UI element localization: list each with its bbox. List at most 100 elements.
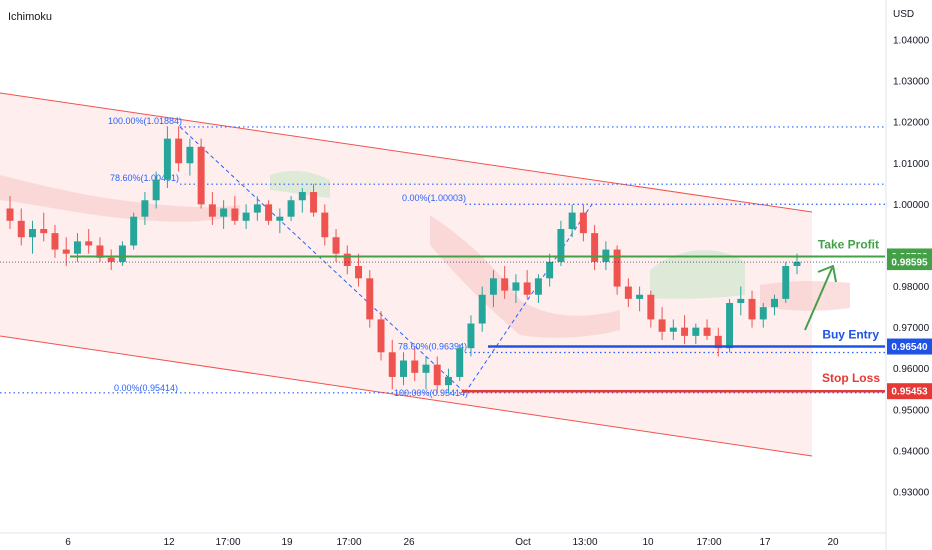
candle-body <box>512 282 520 291</box>
candle <box>647 290 655 328</box>
candle-body <box>276 216 284 221</box>
candle-body <box>400 360 407 377</box>
candle-body <box>759 307 767 320</box>
x-tick-label: Oct <box>515 537 531 548</box>
x-tick-label: 13:00 <box>572 537 597 548</box>
fibonacci-layer: 100.00%(1.01884) 78.60%(1.00491) 0.00%(1.0… <box>0 116 885 398</box>
candle-body <box>669 327 677 332</box>
fib-level-label: 78.60%(0.96394) <box>398 342 467 352</box>
current-price-tag-bg <box>887 254 932 271</box>
ichimoku-cloud-red <box>0 175 240 222</box>
candle-body <box>692 327 700 336</box>
fib-level-label: 0.00%(1.00003) <box>402 193 466 203</box>
candle <box>489 270 497 308</box>
candle-body <box>96 245 104 258</box>
candle <box>782 261 790 303</box>
fib-trend-line-up <box>464 203 593 394</box>
candle-body <box>332 237 340 254</box>
candle-body <box>355 266 363 279</box>
candle-body <box>85 241 93 246</box>
candle-body <box>343 253 351 266</box>
candle <box>298 187 306 213</box>
candles-layer <box>6 126 801 394</box>
candle <box>726 298 734 353</box>
y-tick-label: 1.01000 <box>893 159 930 170</box>
candle-body <box>51 233 59 250</box>
candle-body <box>782 266 790 299</box>
candle-body <box>366 278 374 320</box>
buy-entry-tag-bg <box>887 338 932 355</box>
candle <box>231 196 239 225</box>
levels-layer: Take Profit Buy Entry Stop Loss <box>0 237 885 393</box>
candle-body <box>726 302 734 349</box>
candle-body <box>118 245 126 262</box>
candle <box>501 266 509 299</box>
candle-body <box>546 261 554 279</box>
candle <box>388 339 396 390</box>
candle-body <box>444 376 452 386</box>
candle <box>253 196 261 221</box>
x-tick-label: 12 <box>163 537 175 548</box>
take-profit-label: Take Profit <box>818 237 879 251</box>
candle <box>366 270 374 328</box>
candle-body <box>6 208 14 221</box>
y-tick-label: 0.95000 <box>893 405 930 416</box>
candle <box>467 315 475 357</box>
candle <box>737 286 745 316</box>
candle-body <box>793 261 801 266</box>
candle <box>343 245 351 275</box>
candle <box>433 356 441 394</box>
stop-loss-price-tag: 0.95453 <box>891 387 928 398</box>
candle-body <box>197 146 205 205</box>
channel-lower-line <box>0 335 813 457</box>
candle <box>759 302 767 328</box>
fib-level-label: 100.00%(1.01884) <box>108 116 182 126</box>
y-tick-label: 0.94000 <box>893 446 930 457</box>
candle-body <box>489 278 497 295</box>
candle <box>141 192 149 225</box>
candle <box>692 323 700 345</box>
fib-level-label: 0.00%(0.95414) <box>114 383 178 393</box>
candle <box>478 286 486 332</box>
y-tick-label: 0.98000 <box>893 282 930 293</box>
x-tick-label: 19 <box>281 537 293 548</box>
buy-entry-price-tag: 0.96540 <box>891 342 928 353</box>
candle <box>40 212 48 242</box>
candle <box>287 196 295 221</box>
candle-body <box>568 212 576 230</box>
candle-body <box>681 327 689 336</box>
candle-body <box>175 138 183 164</box>
candle <box>579 204 587 242</box>
x-tick-label: 10 <box>642 537 654 548</box>
candle <box>411 348 419 382</box>
candle-body <box>703 327 711 336</box>
candle <box>321 204 329 246</box>
candle-body <box>208 204 216 217</box>
candle <box>355 253 363 287</box>
fib-level-label: 100.00%(0.95414) <box>394 388 468 398</box>
y-tick-label: 1.03000 <box>893 77 930 88</box>
candle <box>62 237 70 266</box>
fib-trend-line-down <box>179 126 466 394</box>
y-tick-label: 1.04000 <box>893 36 930 47</box>
candle-body <box>231 208 239 221</box>
candle <box>85 229 93 254</box>
candle-body <box>152 179 160 201</box>
candle-body <box>265 204 273 221</box>
current-price-price-tag: 0.98595 <box>891 258 928 269</box>
candle-body <box>40 229 48 234</box>
fib-level-label: 78.60%(1.00491) <box>110 173 179 183</box>
candle-body <box>714 335 722 349</box>
ichimoku-cloud-green <box>650 250 745 299</box>
candle <box>512 274 520 303</box>
candle <box>636 286 644 312</box>
x-tick-label: 6 <box>65 537 71 548</box>
candle <box>6 196 14 230</box>
candle <box>197 138 205 209</box>
candle-body <box>107 257 115 262</box>
candle <box>163 126 171 188</box>
candle <box>534 274 542 303</box>
candle-body <box>186 146 194 164</box>
x-tick-label: 20 <box>827 537 839 548</box>
